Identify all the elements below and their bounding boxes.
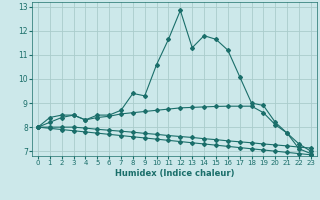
- X-axis label: Humidex (Indice chaleur): Humidex (Indice chaleur): [115, 169, 234, 178]
